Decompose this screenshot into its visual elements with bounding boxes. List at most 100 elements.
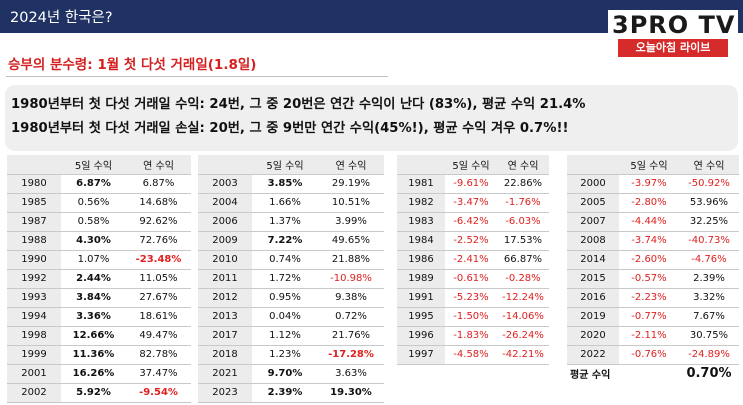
year-cell: 1992 (7, 269, 61, 289)
year-cell: 2004 (198, 193, 252, 213)
table-row: 1992 2.44% 11.05% (7, 269, 191, 289)
year-cell: 1982 (397, 193, 445, 213)
table-row: 2018 1.23% -17.28% (198, 345, 384, 365)
table-row: 2005 -2.80% 53.96% (567, 193, 739, 213)
table-row: 2023 2.39% 19.30% (198, 383, 384, 403)
gain-years-table-1: 5일 수익 연 수익 1980 6.87% 6.87% 1985 0.56% 14.68% 19… (7, 155, 191, 403)
annual-return-cell: -40.73% (679, 231, 739, 251)
five-day-return-cell: 16.26% (61, 364, 126, 384)
five-day-return-cell: -0.77% (619, 307, 679, 327)
five-day-return-cell: 4.30% (61, 231, 126, 251)
year-cell: 1999 (7, 345, 61, 365)
annual-return-cell: 21.76% (318, 326, 384, 346)
five-day-return-cell: 1.12% (252, 326, 318, 346)
table-row: 2020 -2.11% 30.75% (567, 326, 739, 346)
year-cell: 1987 (7, 212, 61, 232)
table-row: 1996 -1.83% -26.24% (397, 326, 549, 346)
annual-return-cell: 92.62% (126, 212, 191, 232)
section-subtitle: 승부의 분수령: 1월 첫 다섯 거래일(1.8일) (8, 57, 257, 73)
annual-return-cell: 6.87% (126, 174, 191, 194)
five-day-return-cell: -1.83% (445, 326, 497, 346)
five-day-return-cell: 2.39% (252, 383, 318, 403)
year-cell: 1988 (7, 231, 61, 251)
year-cell: 2016 (567, 288, 619, 308)
year-cell: 1980 (7, 174, 61, 194)
annual-return-cell: 19.30% (318, 383, 384, 403)
column-header: 연 수익 (126, 155, 191, 175)
channel-logo: 3PRO TV 오늘아침 라이브 (608, 10, 738, 58)
year-cell: 1981 (397, 174, 445, 194)
table-row: 2014 -2.60% -4.76% (567, 250, 739, 270)
table-row: 2019 -0.77% 7.67% (567, 307, 739, 327)
five-day-return-cell: -5.23% (445, 288, 497, 308)
table-header-row: 5일 수익 연 수익 (397, 155, 549, 175)
annual-return-cell: 7.67% (679, 307, 739, 327)
annual-return-cell: 72.76% (126, 231, 191, 251)
five-day-return-cell: -2.80% (619, 193, 679, 213)
year-cell: 1984 (397, 231, 445, 251)
five-day-return-cell: 0.58% (61, 212, 126, 232)
column-header (198, 155, 252, 175)
table-row: 1994 3.36% 18.61% (7, 307, 191, 327)
table-row: 2001 16.26% 37.47% (7, 364, 191, 384)
logo-brand: 3PRO TV (612, 11, 736, 39)
annual-return-cell: 11.05% (126, 269, 191, 289)
annual-return-cell: -50.92% (679, 174, 739, 194)
year-cell: 2000 (567, 174, 619, 194)
table-row: 2007 -4.44% 32.25% (567, 212, 739, 232)
average-label: 평균 수익 (567, 364, 679, 383)
annual-return-cell: 30.75% (679, 326, 739, 346)
five-day-return-cell: 3.84% (61, 288, 126, 308)
five-day-return-cell: 3.85% (252, 174, 318, 194)
table-row: 1993 3.84% 27.67% (7, 288, 191, 308)
column-header: 5일 수익 (445, 155, 497, 175)
column-header: 5일 수익 (252, 155, 318, 175)
table-row: 1989 -0.61% -0.28% (397, 269, 549, 289)
year-cell: 2002 (7, 383, 61, 403)
year-cell: 2013 (198, 307, 252, 327)
five-day-return-cell: 3.36% (61, 307, 126, 327)
table-row: 1986 -2.41% 66.87% (397, 250, 549, 270)
five-day-return-cell: 12.66% (61, 326, 126, 346)
column-header (567, 155, 619, 175)
five-day-return-cell: -1.50% (445, 307, 497, 327)
year-cell: 2006 (198, 212, 252, 232)
table-row: 1997 -4.58% -42.21% (397, 345, 549, 365)
annual-return-cell: 32.25% (679, 212, 739, 232)
five-day-return-cell: 6.87% (61, 174, 126, 194)
annual-return-cell: -6.03% (497, 212, 549, 232)
year-cell: 2012 (198, 288, 252, 308)
year-cell: 1996 (397, 326, 445, 346)
page-title: 2024년 한국은? (10, 10, 113, 26)
loss-years-table-1: 5일 수익 연 수익 1981 -9.61% 22.86% 1982 -3.47% -1.76… (397, 155, 549, 365)
year-cell: 2023 (198, 383, 252, 403)
five-day-return-cell: -6.42% (445, 212, 497, 232)
five-day-return-cell: 7.22% (252, 231, 318, 251)
annual-return-cell: -24.89% (679, 345, 739, 365)
year-cell: 2019 (567, 307, 619, 327)
table-row: 1991 -5.23% -12.24% (397, 288, 549, 308)
year-cell: 2001 (7, 364, 61, 384)
five-day-return-cell: -0.76% (619, 345, 679, 365)
annual-return-cell: 53.96% (679, 193, 739, 213)
annual-return-cell: -26.24% (497, 326, 549, 346)
year-cell: 2017 (198, 326, 252, 346)
year-cell: 1983 (397, 212, 445, 232)
annual-return-cell: -1.76% (497, 193, 549, 213)
annual-return-cell: 10.51% (318, 193, 384, 213)
five-day-return-cell: 2.44% (61, 269, 126, 289)
five-day-return-cell: 0.74% (252, 250, 318, 270)
table-row: 1987 0.58% 92.62% (7, 212, 191, 232)
table-row: 2000 -3.97% -50.92% (567, 174, 739, 194)
annual-return-cell: 9.38% (318, 288, 384, 308)
column-header (397, 155, 445, 175)
five-day-return-cell: -3.74% (619, 231, 679, 251)
annual-return-cell: 17.53% (497, 231, 549, 251)
table-row: 1981 -9.61% 22.86% (397, 174, 549, 194)
year-cell: 1989 (397, 269, 445, 289)
table-row: 2021 9.70% 3.63% (198, 364, 384, 384)
year-cell: 2020 (567, 326, 619, 346)
annual-return-cell: 21.88% (318, 250, 384, 270)
average-value: 0.70% (679, 364, 739, 383)
year-cell: 2005 (567, 193, 619, 213)
